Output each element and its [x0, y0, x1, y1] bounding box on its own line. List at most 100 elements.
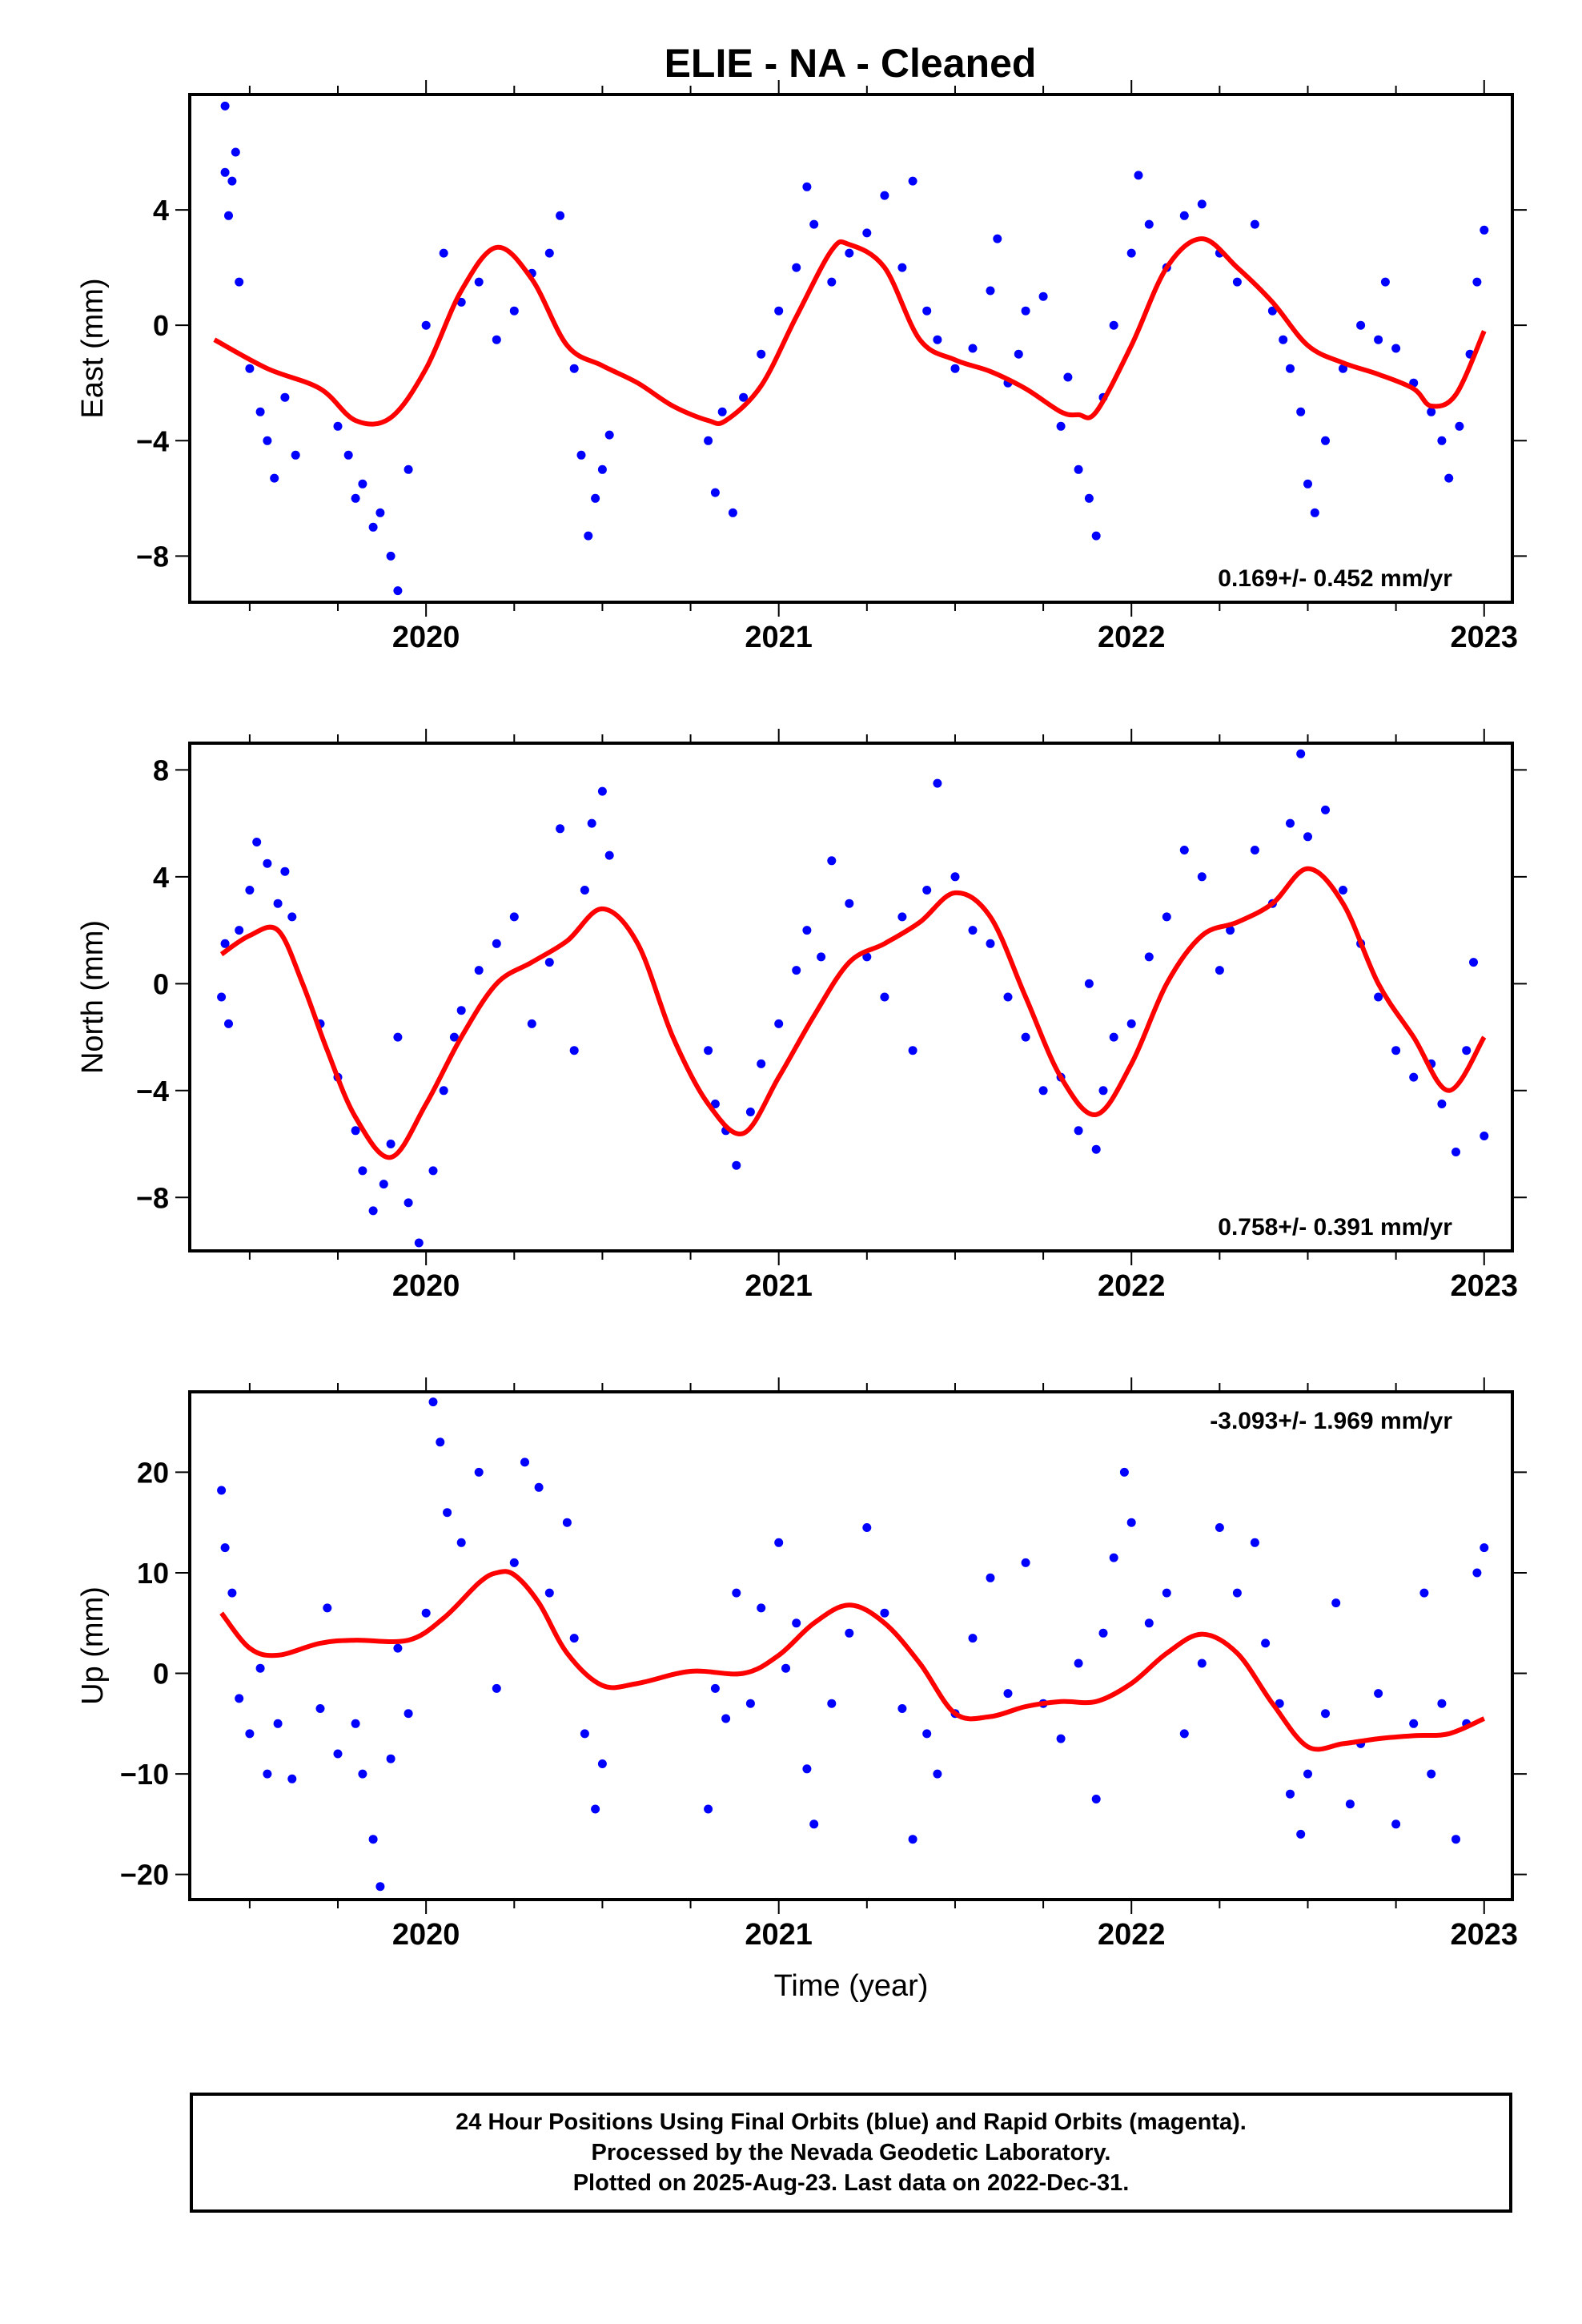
- data-point: [1452, 1835, 1460, 1844]
- data-points: [217, 1397, 1489, 1892]
- data-point: [1098, 1628, 1108, 1638]
- data-point: [710, 1100, 720, 1108]
- data-point: [986, 286, 995, 296]
- data-point: [1126, 248, 1136, 258]
- data-point: [333, 1749, 343, 1759]
- data-point: [263, 1769, 272, 1779]
- data-point: [809, 1819, 819, 1829]
- data-point: [933, 778, 942, 788]
- data-point: [968, 344, 978, 353]
- data-point: [587, 818, 596, 828]
- data-point: [580, 886, 589, 895]
- footer-line-1: 24 Hour Positions Using Final Orbits (bl…: [456, 2109, 1247, 2135]
- data-point: [220, 101, 230, 111]
- y-axis-label: East (mm): [76, 278, 110, 418]
- data-point: [287, 912, 297, 922]
- data-point: [774, 306, 784, 316]
- data-point: [950, 364, 960, 373]
- x-tick-label: 2023: [1450, 1918, 1518, 1952]
- data-point: [580, 1729, 589, 1739]
- data-point: [492, 335, 501, 344]
- data-point: [368, 1835, 378, 1844]
- data-point: [263, 858, 272, 868]
- footer-line-3: Plotted on 2025-Aug-23. Last data on 202…: [572, 2170, 1130, 2196]
- y-tick-label: 8: [153, 754, 169, 786]
- data-point: [1472, 1568, 1482, 1578]
- data-point: [1197, 872, 1207, 882]
- data-point: [1232, 277, 1242, 287]
- data-point: [1286, 1789, 1295, 1799]
- plot-frame: [188, 1390, 1514, 1901]
- data-point: [556, 824, 565, 834]
- data-point: [1084, 493, 1094, 503]
- data-point: [827, 856, 837, 866]
- data-point: [1250, 219, 1259, 229]
- data-point: [1437, 436, 1447, 445]
- data-point: [908, 1835, 917, 1844]
- data-point: [1144, 219, 1154, 229]
- rate-label: 0.758+/- 0.391 mm/yr: [1218, 1214, 1452, 1240]
- data-point: [235, 1694, 244, 1703]
- data-point: [1126, 1518, 1136, 1527]
- y-tick-label: 0: [153, 1658, 169, 1691]
- data-point: [1356, 320, 1366, 330]
- data-point: [597, 464, 607, 474]
- data-point: [492, 1683, 501, 1693]
- fit-curve: [219, 866, 1487, 1160]
- data-point: [968, 926, 978, 935]
- data-point: [591, 1804, 600, 1814]
- data-point: [1296, 1829, 1306, 1839]
- x-tick-label: 2023: [1450, 1269, 1518, 1303]
- data-point: [1391, 1046, 1401, 1055]
- data-point: [315, 1704, 325, 1713]
- data-point: [1339, 364, 1347, 373]
- data-point: [745, 1699, 755, 1708]
- data-point: [544, 958, 554, 967]
- data-point: [368, 1206, 378, 1216]
- data-point: [358, 1769, 367, 1779]
- data-point: [375, 1882, 385, 1892]
- data-point: [428, 1166, 438, 1176]
- data-point: [1232, 1588, 1242, 1598]
- y-tick-label: 4: [153, 194, 169, 227]
- data-point: [474, 966, 484, 975]
- data-point: [591, 493, 600, 503]
- data-point: [1144, 1618, 1154, 1628]
- data-point: [520, 1458, 529, 1467]
- data-point: [1091, 1795, 1101, 1803]
- y-tick-label: −10: [120, 1758, 169, 1791]
- data-point: [1391, 1819, 1401, 1829]
- data-point: [584, 531, 593, 541]
- data-point: [576, 450, 586, 460]
- data-point: [1444, 473, 1454, 483]
- data-point: [227, 176, 237, 186]
- data-point: [1038, 1086, 1048, 1096]
- data-point: [1119, 1467, 1129, 1477]
- data-point: [1380, 277, 1390, 287]
- data-point: [1391, 344, 1401, 353]
- data-point: [379, 1180, 388, 1189]
- footer-box: 24 Hour Positions Using Final Orbits (bl…: [190, 2093, 1512, 2213]
- data-point: [1267, 306, 1277, 316]
- data-point: [1056, 1734, 1066, 1743]
- data-point: [1038, 292, 1048, 301]
- data-point: [802, 182, 812, 191]
- panel-north: 2020 2021 2022 2023 −8 −4 0 4 8 North (mm) 0.758+/…: [76, 729, 1527, 1303]
- data-point: [1345, 1799, 1355, 1809]
- data-point: [343, 450, 353, 460]
- data-point: [604, 430, 614, 440]
- data-point: [1063, 372, 1073, 382]
- y-tick-label: −8: [136, 1181, 169, 1214]
- y-tick-label: 10: [137, 1557, 169, 1590]
- data-point: [1179, 1729, 1189, 1739]
- data-point: [414, 1238, 424, 1248]
- data-point: [280, 392, 290, 402]
- x-tick-label: 2023: [1450, 621, 1518, 654]
- data-point: [255, 1663, 265, 1673]
- data-point: [968, 1634, 978, 1643]
- x-tick-label: 2021: [745, 1269, 813, 1303]
- data-point: [421, 1608, 431, 1618]
- data-point: [880, 1608, 889, 1618]
- data-point: [1179, 211, 1189, 220]
- x-axis-label: Time (year): [774, 1969, 929, 2003]
